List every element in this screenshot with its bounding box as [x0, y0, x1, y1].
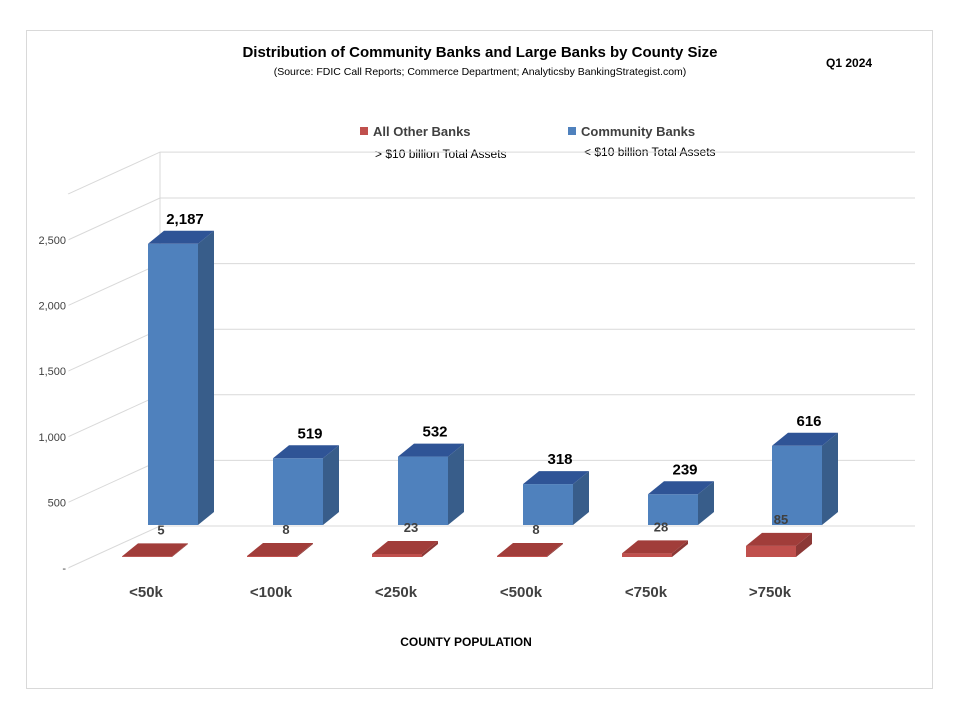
community-bar-side — [698, 481, 714, 525]
other-data-label: 8 — [282, 522, 289, 537]
community-bar — [273, 458, 323, 525]
gridline — [67, 151, 915, 195]
y-tick-label: - — [62, 563, 66, 575]
other-bar-top — [746, 532, 812, 546]
x-tick-label: <500k — [500, 584, 543, 601]
y-tick-label: 2,500 — [38, 235, 66, 247]
other-bar-side — [297, 542, 313, 557]
other-bar — [497, 555, 547, 557]
community-bar — [648, 494, 698, 525]
legend-note-other: > $10 billion Total Assets — [375, 147, 507, 161]
community-data-label: 616 — [796, 413, 821, 430]
other-bar — [746, 545, 796, 557]
other-bar-top — [372, 540, 438, 554]
other-data-label: 5 — [157, 522, 164, 537]
other-bar-side — [672, 540, 688, 557]
chart-title: Distribution of Community Banks and Larg… — [242, 44, 718, 61]
legend-label-other: All Other Banks — [373, 124, 471, 139]
period-label: Q1 2024 — [826, 56, 873, 70]
other-data-label: 28 — [654, 519, 668, 534]
legend-swatch-community — [568, 127, 576, 135]
community-bar-top — [148, 230, 214, 244]
other-bar — [622, 553, 672, 557]
chart-subtitle: (Source: FDIC Call Reports; Commerce Dep… — [273, 66, 687, 78]
y-tick-label: 500 — [48, 497, 66, 509]
community-bar-side — [448, 443, 464, 525]
other-bar-side — [796, 532, 812, 557]
other-bar — [372, 553, 422, 557]
community-bar — [398, 456, 448, 525]
x-axis-label: COUNTY POPULATION — [400, 635, 532, 649]
community-data-label: 2,187 — [166, 211, 204, 228]
other-bar — [122, 556, 172, 557]
community-bar-top — [398, 443, 464, 457]
community-bar-top — [273, 445, 339, 459]
community-bar-side — [822, 432, 838, 525]
community-bar — [523, 484, 573, 525]
community-bar — [148, 243, 198, 525]
community-bar-side — [573, 471, 589, 525]
other-bar-top — [622, 540, 688, 554]
other-bar-side — [547, 542, 563, 557]
x-tick-label: <750k — [625, 584, 668, 601]
community-data-label: 239 — [672, 461, 697, 478]
other-bar-side — [422, 540, 438, 557]
community-data-label: 532 — [422, 424, 447, 441]
y-tick-label: 1,500 — [38, 366, 66, 378]
other-bar — [247, 555, 297, 557]
other-data-label: 23 — [404, 520, 418, 535]
other-data-label: 85 — [774, 512, 788, 527]
community-data-label: 318 — [547, 451, 572, 468]
y-tick-label: 1,000 — [38, 432, 66, 444]
community-bar-side — [198, 230, 214, 525]
community-bar-top — [772, 432, 838, 446]
other-data-label: 8 — [532, 522, 539, 537]
community-data-label: 519 — [297, 425, 322, 442]
other-bar-top — [247, 542, 313, 556]
x-tick-label: <50k — [129, 584, 163, 601]
y-tick-label: 2,000 — [38, 301, 66, 313]
community-bar — [772, 445, 822, 525]
other-bar-top — [497, 542, 563, 556]
other-bar-side — [172, 543, 188, 557]
x-tick-label: <100k — [250, 584, 293, 601]
x-tick-label: >750k — [749, 584, 792, 601]
community-bar-top — [523, 471, 589, 485]
community-bar-top — [648, 481, 714, 495]
legend-label-community: Community Banks — [581, 124, 696, 139]
legend-swatch-other — [360, 127, 368, 135]
community-bar-side — [323, 445, 339, 525]
other-bar-top — [122, 543, 188, 557]
x-tick-label: <250k — [375, 584, 418, 601]
